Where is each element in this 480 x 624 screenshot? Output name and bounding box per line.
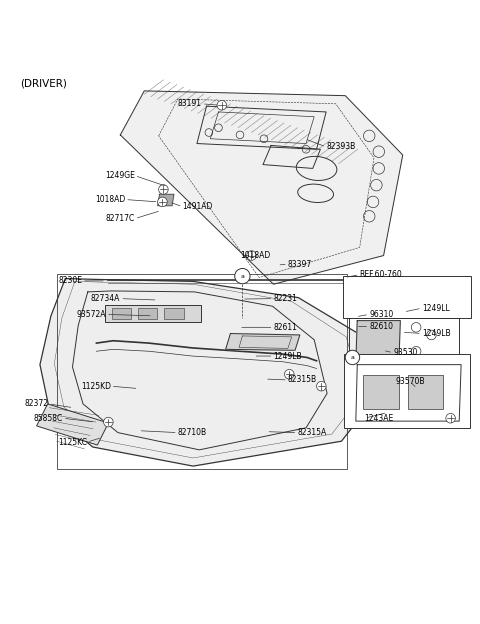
Circle shape (157, 197, 167, 207)
Text: a: a (240, 273, 244, 278)
Text: 82610: 82610 (369, 322, 393, 331)
Text: 82231: 82231 (274, 294, 298, 303)
Text: 1125KC: 1125KC (58, 437, 87, 447)
Circle shape (285, 369, 294, 379)
Bar (138, 308, 157, 319)
Text: 1018AD: 1018AD (95, 195, 125, 204)
Circle shape (158, 185, 168, 194)
Circle shape (411, 346, 421, 356)
Text: (DRIVER): (DRIVER) (20, 78, 67, 88)
Text: a: a (350, 355, 354, 360)
Bar (112, 308, 131, 319)
Text: 93570B: 93570B (395, 377, 425, 386)
Text: 93572A: 93572A (76, 310, 106, 319)
Text: 82372: 82372 (24, 399, 48, 408)
Circle shape (247, 251, 256, 260)
Text: 83397: 83397 (288, 260, 312, 269)
Text: 1249GE: 1249GE (105, 171, 135, 180)
Polygon shape (157, 194, 174, 206)
Text: 93530: 93530 (393, 348, 418, 357)
Text: REF.60-760: REF.60-760 (360, 270, 402, 279)
Text: 83191: 83191 (178, 99, 202, 109)
Circle shape (217, 100, 227, 110)
Bar (363, 375, 399, 409)
Text: 85858C: 85858C (34, 414, 63, 422)
Text: 1125KD: 1125KD (81, 382, 111, 391)
Polygon shape (226, 334, 300, 350)
Bar (105, 305, 201, 321)
Circle shape (411, 323, 421, 332)
Bar (57, 274, 347, 469)
Bar (343, 276, 471, 318)
Bar (344, 354, 470, 428)
Polygon shape (40, 278, 375, 466)
Circle shape (427, 330, 436, 339)
Text: 1249LB: 1249LB (422, 329, 451, 338)
Text: 82734A: 82734A (91, 294, 120, 303)
Circle shape (317, 381, 326, 391)
Text: 82315A: 82315A (298, 428, 327, 437)
Circle shape (446, 414, 456, 423)
Text: 82393B: 82393B (326, 142, 355, 152)
Text: 82710B: 82710B (178, 428, 207, 437)
Polygon shape (356, 321, 400, 362)
Text: 1491AD: 1491AD (182, 202, 213, 211)
Text: 1243AE: 1243AE (364, 414, 394, 422)
Text: 1249LL: 1249LL (422, 304, 450, 313)
Circle shape (235, 268, 250, 284)
Text: 1018AD: 1018AD (240, 251, 270, 260)
Text: 96310: 96310 (369, 310, 394, 319)
Text: 82315B: 82315B (288, 376, 317, 384)
Text: 82611: 82611 (274, 323, 298, 332)
Polygon shape (120, 91, 403, 285)
Circle shape (104, 417, 113, 427)
Polygon shape (36, 404, 108, 445)
Bar (408, 375, 444, 409)
Circle shape (345, 350, 360, 364)
Bar (164, 308, 183, 319)
Text: 1249LB: 1249LB (274, 351, 302, 361)
Text: 8230E: 8230E (58, 276, 82, 285)
Text: 82717C: 82717C (106, 214, 135, 223)
